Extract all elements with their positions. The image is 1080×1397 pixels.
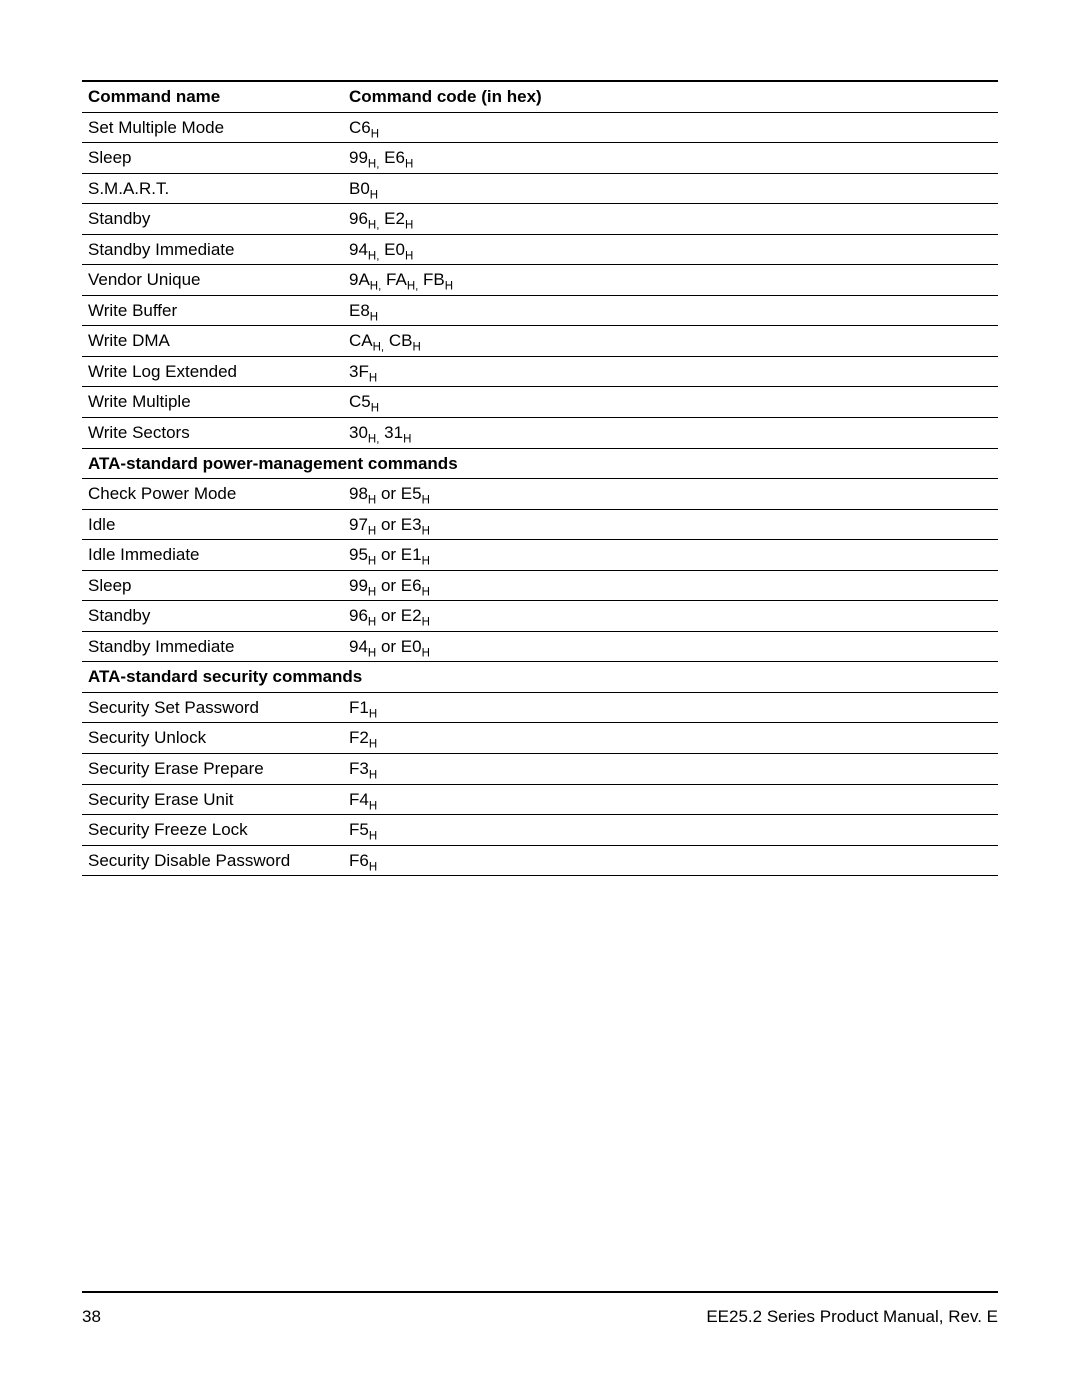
- command-code: 99H or E6H: [343, 570, 998, 601]
- command-code: E8H: [343, 295, 998, 326]
- table-row: Security Erase UnitF4H: [82, 784, 998, 815]
- command-code: 99H, E6H: [343, 143, 998, 174]
- document-page: Command nameCommand code (in hex)Set Mul…: [0, 0, 1080, 1397]
- table-row: Security Freeze LockF5H: [82, 815, 998, 846]
- table-row: Idle97H or E3H: [82, 509, 998, 540]
- table-row: Set Multiple ModeC6H: [82, 112, 998, 143]
- command-code: 9AH, FAH, FBH: [343, 265, 998, 296]
- table-row: Check Power Mode98H or E5H: [82, 479, 998, 510]
- command-code: F5H: [343, 815, 998, 846]
- command-code: CAH, CBH: [343, 326, 998, 357]
- table-row: Write Sectors30H, 31H: [82, 418, 998, 449]
- command-name: Write Sectors: [82, 418, 343, 449]
- command-code: 96H or E2H: [343, 601, 998, 632]
- table-row: Sleep99H or E6H: [82, 570, 998, 601]
- command-code: B0H: [343, 173, 998, 204]
- command-name: Write Log Extended: [82, 356, 343, 387]
- table-row: Security Erase PrepareF3H: [82, 754, 998, 785]
- command-code: 97H or E3H: [343, 509, 998, 540]
- command-code: 95H or E1H: [343, 540, 998, 571]
- table-row: Security Disable PasswordF6H: [82, 845, 998, 876]
- col-header-code: Command code (in hex): [343, 81, 998, 112]
- doc-title: EE25.2 Series Product Manual, Rev. E: [706, 1307, 998, 1327]
- command-code: F6H: [343, 845, 998, 876]
- command-code: 94H, E0H: [343, 234, 998, 265]
- table-row: Idle Immediate95H or E1H: [82, 540, 998, 571]
- command-name: Vendor Unique: [82, 265, 343, 296]
- table-row: Standby96H, E2H: [82, 204, 998, 235]
- table-row: Write MultipleC5H: [82, 387, 998, 418]
- table-row: Vendor Unique9AH, FAH, FBH: [82, 265, 998, 296]
- command-name: Security Erase Prepare: [82, 754, 343, 785]
- table-row: Security Set PasswordF1H: [82, 692, 998, 723]
- command-code: F1H: [343, 692, 998, 723]
- command-name: Standby Immediate: [82, 234, 343, 265]
- command-name: Security Set Password: [82, 692, 343, 723]
- table-header-row: Command nameCommand code (in hex): [82, 81, 998, 112]
- command-code: 3FH: [343, 356, 998, 387]
- command-name: Check Power Mode: [82, 479, 343, 510]
- command-code: 94H or E0H: [343, 631, 998, 662]
- section-title: ATA-standard security commands: [82, 662, 998, 693]
- command-name: Standby Immediate: [82, 631, 343, 662]
- command-name: Security Disable Password: [82, 845, 343, 876]
- command-name: Standby: [82, 601, 343, 632]
- table-row: Sleep99H, E6H: [82, 143, 998, 174]
- table-row: Standby Immediate94H or E0H: [82, 631, 998, 662]
- command-name: S.M.A.R.T.: [82, 173, 343, 204]
- command-code: C5H: [343, 387, 998, 418]
- section-title: ATA-standard power-management commands: [82, 448, 998, 479]
- section-header-row: ATA-standard security commands: [82, 662, 998, 693]
- commands-table: Command nameCommand code (in hex)Set Mul…: [82, 80, 998, 876]
- command-code: 96H, E2H: [343, 204, 998, 235]
- command-name: Write Buffer: [82, 295, 343, 326]
- command-code: 98H or E5H: [343, 479, 998, 510]
- table-row: S.M.A.R.T.B0H: [82, 173, 998, 204]
- section-header-row: ATA-standard power-management commands: [82, 448, 998, 479]
- command-code: F3H: [343, 754, 998, 785]
- command-code: F2H: [343, 723, 998, 754]
- command-name: Set Multiple Mode: [82, 112, 343, 143]
- page-footer: 38 EE25.2 Series Product Manual, Rev. E: [82, 1291, 998, 1327]
- table-row: Write DMACAH, CBH: [82, 326, 998, 357]
- table-row: Standby96H or E2H: [82, 601, 998, 632]
- table-row: Security UnlockF2H: [82, 723, 998, 754]
- col-header-name: Command name: [82, 81, 343, 112]
- command-name: Sleep: [82, 570, 343, 601]
- command-name: Write Multiple: [82, 387, 343, 418]
- command-code: F4H: [343, 784, 998, 815]
- command-name: Sleep: [82, 143, 343, 174]
- command-name: Idle: [82, 509, 343, 540]
- command-code: 30H, 31H: [343, 418, 998, 449]
- page-number: 38: [82, 1307, 101, 1327]
- table-row: Write BufferE8H: [82, 295, 998, 326]
- command-name: Write DMA: [82, 326, 343, 357]
- command-name: Security Freeze Lock: [82, 815, 343, 846]
- commands-table-body: Command nameCommand code (in hex)Set Mul…: [82, 81, 998, 876]
- table-row: Write Log Extended3FH: [82, 356, 998, 387]
- command-name: Security Erase Unit: [82, 784, 343, 815]
- command-name: Idle Immediate: [82, 540, 343, 571]
- command-name: Standby: [82, 204, 343, 235]
- command-code: C6H: [343, 112, 998, 143]
- command-name: Security Unlock: [82, 723, 343, 754]
- table-row: Standby Immediate94H, E0H: [82, 234, 998, 265]
